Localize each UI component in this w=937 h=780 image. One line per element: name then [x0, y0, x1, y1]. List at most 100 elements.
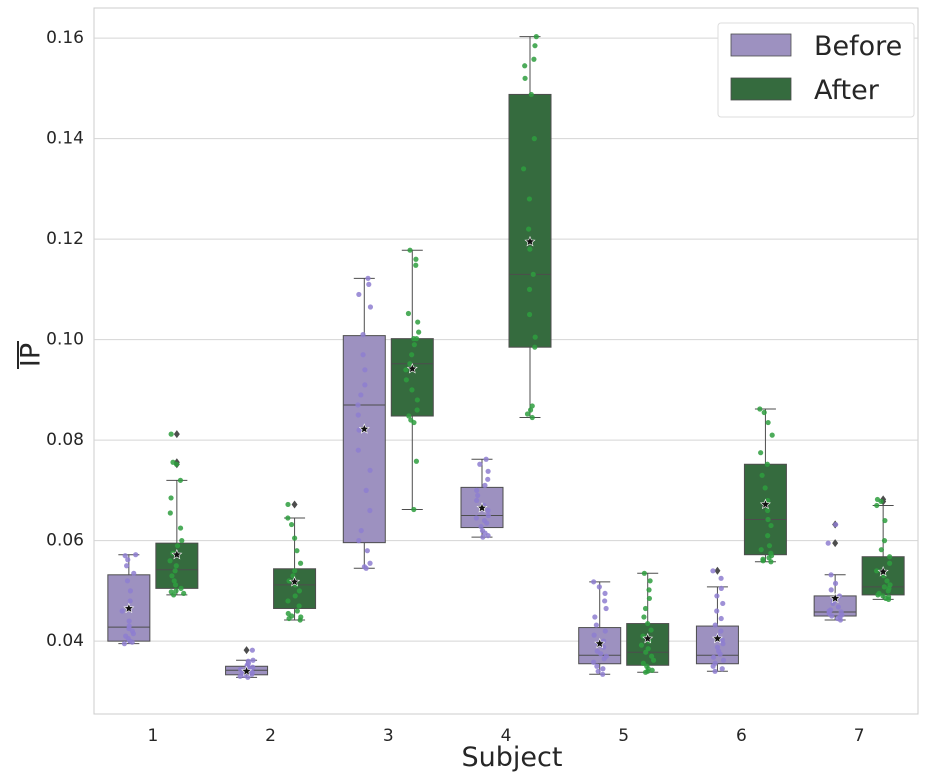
mean-marker: [358, 423, 370, 434]
mean-marker: [171, 548, 183, 560]
data-point: [768, 522, 774, 529]
data-point: [367, 560, 373, 566]
data-point: [286, 578, 292, 584]
data-point: [648, 653, 655, 659]
data-point: [485, 468, 491, 474]
data-point: [367, 467, 373, 473]
data-point: [131, 570, 137, 576]
data-points: [119, 34, 893, 680]
data-point: [765, 533, 771, 539]
data-point: [596, 584, 602, 590]
data-point: [766, 543, 773, 549]
data-point: [133, 552, 139, 558]
y-tick-label: 0.12: [46, 229, 84, 249]
data-point: [124, 563, 130, 569]
data-point: [119, 608, 125, 614]
data-point: [832, 580, 839, 586]
data-point: [181, 590, 187, 597]
data-point: [640, 660, 646, 666]
data-point: [710, 654, 717, 660]
data-point: [474, 497, 480, 504]
data-point: [530, 271, 536, 277]
data-point: [414, 397, 420, 403]
data-point: [360, 352, 366, 358]
outlier-marker: [243, 646, 250, 655]
data-point: [358, 392, 364, 398]
data-point: [645, 646, 651, 652]
data-point: [880, 593, 886, 599]
mean-marker: [642, 632, 654, 644]
data-point: [124, 578, 131, 584]
data-point: [296, 603, 302, 609]
data-point: [641, 570, 647, 576]
data-point: [355, 412, 361, 418]
x-tick-label: 5: [618, 726, 629, 746]
data-point: [409, 352, 415, 358]
data-point: [828, 572, 834, 578]
data-point: [477, 461, 483, 467]
data-point: [531, 136, 537, 142]
data-point: [168, 589, 174, 595]
data-point: [881, 584, 887, 590]
data-point: [483, 456, 489, 462]
data-point: [887, 560, 893, 566]
mean-marker: [476, 502, 488, 513]
data-point: [298, 614, 304, 620]
data-point: [719, 666, 725, 672]
y-tick-label: 0.06: [46, 531, 84, 551]
data-point: [719, 637, 726, 643]
data-point: [361, 564, 368, 570]
data-point: [473, 515, 479, 521]
data-point: [644, 663, 650, 669]
data-point: [650, 657, 657, 663]
data-point: [527, 246, 533, 252]
data-point: [520, 166, 527, 172]
x-tick-label: 6: [736, 726, 747, 746]
data-point: [594, 663, 600, 669]
data-point: [765, 516, 771, 523]
data-point: [126, 618, 132, 624]
y-tick-label: 0.10: [46, 330, 84, 350]
data-point: [170, 459, 176, 465]
data-point: [250, 657, 256, 663]
x-tick-label: 7: [854, 726, 865, 746]
data-point: [714, 644, 721, 650]
data-point: [769, 432, 775, 438]
mean-marker: [829, 592, 841, 604]
legend: Before After: [717, 22, 915, 118]
data-point: [415, 319, 421, 325]
data-point: [529, 403, 535, 409]
data-point: [485, 507, 491, 514]
data-point: [413, 256, 419, 262]
data-point: [413, 458, 420, 464]
data-point: [532, 43, 538, 49]
data-point: [828, 587, 834, 593]
data-point: [887, 554, 893, 560]
data-point: [292, 593, 298, 599]
data-point: [125, 557, 131, 563]
data-point: [712, 668, 718, 674]
legend-label-after: After: [814, 75, 880, 106]
data-point: [171, 578, 177, 584]
data-point: [122, 553, 128, 559]
mean-marker: [289, 576, 301, 587]
data-point: [355, 447, 361, 453]
data-point: [172, 582, 179, 588]
data-point: [296, 588, 302, 594]
data-point: [292, 568, 298, 574]
data-point: [358, 527, 364, 534]
data-point: [531, 56, 537, 62]
data-point: [482, 482, 488, 488]
data-point: [874, 496, 881, 503]
data-point: [126, 623, 132, 629]
data-point: [718, 615, 724, 622]
data-point: [405, 310, 412, 317]
data-point: [478, 523, 484, 530]
data-point: [526, 311, 533, 318]
data-point: [285, 501, 291, 508]
data-point: [768, 559, 774, 565]
data-point: [364, 548, 370, 554]
y-tick-label: 0.16: [46, 28, 84, 48]
data-point: [169, 573, 175, 579]
data-point: [765, 419, 771, 426]
